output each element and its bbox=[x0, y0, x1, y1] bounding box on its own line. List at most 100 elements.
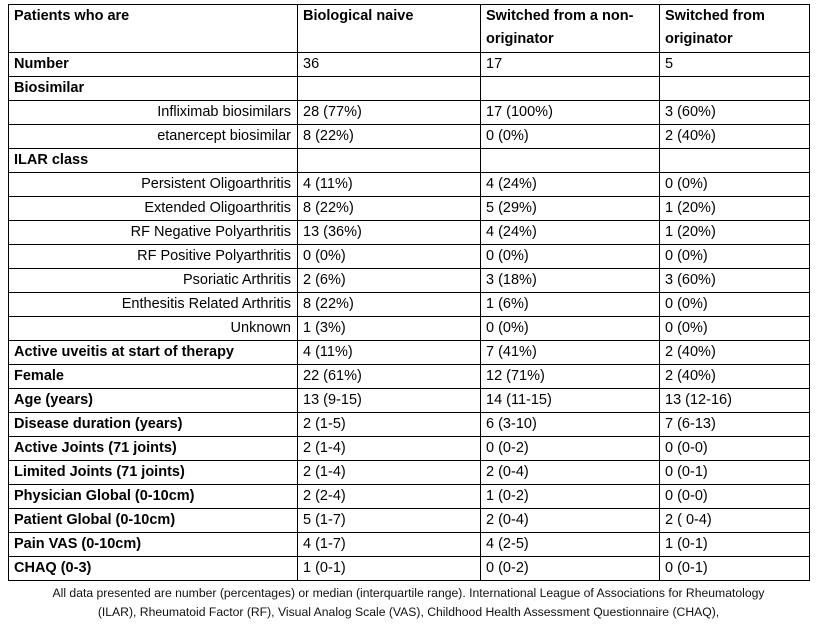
switched-non-originator-cell: 0 (0%) bbox=[480, 244, 660, 269]
switched-non-originator-cell bbox=[480, 76, 660, 101]
table-row: RF Negative Polyarthritis 13 (36%) 4 (24%)… bbox=[8, 220, 810, 245]
row-label: Infliximab biosimilars bbox=[8, 100, 298, 125]
row-label: Physician Global (0-10cm) bbox=[8, 484, 298, 509]
switched-non-originator-cell: 2 (0-4) bbox=[480, 460, 660, 485]
switched-non-originator-cell: 5 (29%) bbox=[480, 196, 660, 221]
biological-naive-cell: 2 (1-4) bbox=[297, 460, 481, 485]
biological-naive-cell: 0 (0%) bbox=[297, 244, 481, 269]
table-header-row: Patients who are Biological naive Switch… bbox=[8, 4, 810, 53]
biological-naive-cell: 4 (11%) bbox=[297, 340, 481, 365]
table-row: CHAQ (0-3) 1 (0-1) 0 (0-2) 0 (0-1) bbox=[8, 556, 810, 581]
table-row: Disease duration (years) 2 (1-5) 6 (3-10) 7… bbox=[8, 412, 810, 437]
biological-naive-cell: 8 (22%) bbox=[297, 292, 481, 317]
table-row: Biosimilar bbox=[8, 76, 810, 101]
biological-naive-cell: 2 (6%) bbox=[297, 268, 481, 293]
switched-originator-cell bbox=[659, 76, 810, 101]
switched-non-originator-cell: 17 (100%) bbox=[480, 100, 660, 125]
row-label: Persistent Oligoarthritis bbox=[8, 172, 298, 197]
switched-non-originator-cell: 1 (0-2) bbox=[480, 484, 660, 509]
table-row: Pain VAS (0-10cm) 4 (1-7) 4 (2-5) 1 (0-1) bbox=[8, 532, 810, 557]
header-switched-originator: Switched from originator bbox=[659, 4, 810, 53]
switched-originator-cell bbox=[659, 148, 810, 173]
row-label: Female bbox=[8, 364, 298, 389]
row-label: Biosimilar bbox=[8, 76, 298, 101]
patient-characteristics-table: Patients who are Biological naive Switch… bbox=[8, 4, 810, 581]
switched-originator-cell: 2 ( 0-4) bbox=[659, 508, 810, 533]
switched-non-originator-cell: 0 (0%) bbox=[480, 316, 660, 341]
footnote-line-2: (ILAR), Rheumatoid Factor (RF), Visual A… bbox=[97, 605, 720, 619]
row-label: RF Positive Polyarthritis bbox=[8, 244, 298, 269]
switched-originator-cell: 0 (0%) bbox=[659, 316, 810, 341]
row-label: Unknown bbox=[8, 316, 298, 341]
switched-originator-cell: 0 (0%) bbox=[659, 172, 810, 197]
biological-naive-cell: 2 (2-4) bbox=[297, 484, 481, 509]
row-label: Pain VAS (0-10cm) bbox=[8, 532, 298, 557]
table-row: Extended Oligoarthritis 8 (22%) 5 (29%) 1 (… bbox=[8, 196, 810, 221]
table-footnote: All data presented are number (percentag… bbox=[8, 584, 809, 622]
header-biological-naive: Biological naive bbox=[297, 4, 481, 53]
row-label: Psoriatic Arthritis bbox=[8, 268, 298, 293]
switched-non-originator-cell: 6 (3-10) bbox=[480, 412, 660, 437]
row-label: etanercept biosimilar bbox=[8, 124, 298, 149]
biological-naive-cell: 13 (9-15) bbox=[297, 388, 481, 413]
table-row: etanercept biosimilar 8 (22%) 0 (0%) 2 (40%… bbox=[8, 124, 810, 149]
biological-naive-cell: 1 (0-1) bbox=[297, 556, 481, 581]
row-label: Age (years) bbox=[8, 388, 298, 413]
header-patients: Patients who are bbox=[8, 4, 298, 53]
row-label: Disease duration (years) bbox=[8, 412, 298, 437]
switched-non-originator-cell bbox=[480, 148, 660, 173]
switched-non-originator-cell: 3 (18%) bbox=[480, 268, 660, 293]
table-row: Patient Global (0-10cm) 5 (1-7) 2 (0-4) 2 (… bbox=[8, 508, 810, 533]
row-label: Number bbox=[8, 52, 298, 77]
row-label: Enthesitis Related Arthritis bbox=[8, 292, 298, 317]
switched-originator-cell: 1 (20%) bbox=[659, 196, 810, 221]
switched-originator-cell: 0 (0-1) bbox=[659, 556, 810, 581]
biological-naive-cell: 2 (1-4) bbox=[297, 436, 481, 461]
table-row: Enthesitis Related Arthritis 8 (22%) 1 (6%… bbox=[8, 292, 810, 317]
biological-naive-cell bbox=[297, 76, 481, 101]
switched-non-originator-cell: 7 (41%) bbox=[480, 340, 660, 365]
biological-naive-cell: 8 (22%) bbox=[297, 124, 481, 149]
biological-naive-cell: 2 (1-5) bbox=[297, 412, 481, 437]
table-row: Female 22 (61%) 12 (71%) 2 (40%) bbox=[8, 364, 810, 389]
switched-non-originator-cell: 0 (0-2) bbox=[480, 556, 660, 581]
switched-originator-cell: 1 (20%) bbox=[659, 220, 810, 245]
switched-originator-cell: 0 (0%) bbox=[659, 292, 810, 317]
biological-naive-cell: 1 (3%) bbox=[297, 316, 481, 341]
switched-originator-cell: 3 (60%) bbox=[659, 100, 810, 125]
table-row: ILAR class bbox=[8, 148, 810, 173]
table-row: Psoriatic Arthritis 2 (6%) 3 (18%) 3 (60%) bbox=[8, 268, 810, 293]
switched-originator-cell: 1 (0-1) bbox=[659, 532, 810, 557]
table-row: Active uveitis at start of therapy 4 (11%… bbox=[8, 340, 810, 365]
switched-originator-cell: 7 (6-13) bbox=[659, 412, 810, 437]
table-row: RF Positive Polyarthritis 0 (0%) 0 (0%) 0 (… bbox=[8, 244, 810, 269]
switched-originator-cell: 0 (0-1) bbox=[659, 460, 810, 485]
table-row: Unknown 1 (3%) 0 (0%) 0 (0%) bbox=[8, 316, 810, 341]
row-label: Extended Oligoarthritis bbox=[8, 196, 298, 221]
biological-naive-cell: 22 (61%) bbox=[297, 364, 481, 389]
switched-originator-cell: 0 (0%) bbox=[659, 244, 810, 269]
biological-naive-cell: 4 (11%) bbox=[297, 172, 481, 197]
row-label: Active uveitis at start of therapy bbox=[8, 340, 298, 365]
row-label: RF Negative Polyarthritis bbox=[8, 220, 298, 245]
switched-non-originator-cell: 4 (24%) bbox=[480, 172, 660, 197]
row-label: Active Joints (71 joints) bbox=[8, 436, 298, 461]
table-row: Limited Joints (71 joints) 2 (1-4) 2 (0-4)… bbox=[8, 460, 810, 485]
switched-non-originator-cell: 2 (0-4) bbox=[480, 508, 660, 533]
table-row: Number 36 17 5 bbox=[8, 52, 810, 77]
table-row: Persistent Oligoarthritis 4 (11%) 4 (24%) 0… bbox=[8, 172, 810, 197]
switched-originator-cell: 2 (40%) bbox=[659, 124, 810, 149]
switched-non-originator-cell: 17 bbox=[480, 52, 660, 77]
biological-naive-cell: 28 (77%) bbox=[297, 100, 481, 125]
biological-naive-cell: 8 (22%) bbox=[297, 196, 481, 221]
switched-originator-cell: 0 (0-0) bbox=[659, 484, 810, 509]
switched-originator-cell: 3 (60%) bbox=[659, 268, 810, 293]
table-row: Physician Global (0-10cm) 2 (2-4) 1 (0-2) 0… bbox=[8, 484, 810, 509]
biological-naive-cell bbox=[297, 148, 481, 173]
table-row: Infliximab biosimilars 28 (77%) 17 (100%) 3… bbox=[8, 100, 810, 125]
row-label: CHAQ (0-3) bbox=[8, 556, 298, 581]
row-label: Patient Global (0-10cm) bbox=[8, 508, 298, 533]
switched-non-originator-cell: 1 (6%) bbox=[480, 292, 660, 317]
switched-non-originator-cell: 0 (0-2) bbox=[480, 436, 660, 461]
switched-originator-cell: 2 (40%) bbox=[659, 340, 810, 365]
